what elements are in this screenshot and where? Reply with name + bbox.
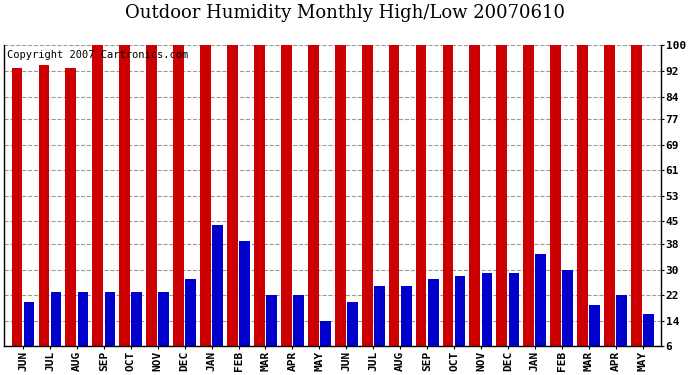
Bar — [509, 273, 520, 346]
Bar — [631, 45, 642, 346]
Bar — [213, 225, 223, 346]
Bar — [281, 45, 292, 346]
Bar — [92, 45, 104, 346]
Bar — [455, 276, 466, 346]
Bar — [254, 45, 265, 346]
Bar — [131, 292, 142, 346]
Bar — [12, 68, 22, 347]
Bar — [39, 64, 49, 346]
Bar — [374, 285, 384, 346]
Bar — [496, 45, 507, 346]
Bar — [415, 45, 426, 346]
Bar — [362, 45, 373, 346]
Bar — [200, 45, 211, 346]
Bar — [320, 321, 331, 346]
Bar — [643, 314, 654, 346]
Bar — [562, 270, 573, 346]
Bar — [388, 45, 400, 346]
Text: Copyright 2007 Cartronics.com: Copyright 2007 Cartronics.com — [8, 50, 188, 60]
Bar — [173, 45, 184, 346]
Bar — [335, 45, 346, 346]
Bar — [23, 302, 34, 346]
Bar — [293, 295, 304, 346]
Bar — [524, 45, 534, 346]
Bar — [401, 285, 411, 346]
Bar — [77, 292, 88, 346]
Bar — [119, 45, 130, 346]
Bar — [428, 279, 439, 346]
Bar — [186, 279, 196, 346]
Bar — [104, 292, 115, 346]
Bar — [239, 241, 250, 346]
Bar — [616, 295, 627, 346]
Bar — [159, 292, 169, 346]
Bar — [442, 45, 453, 346]
Text: Outdoor Humidity Monthly High/Low 20070610: Outdoor Humidity Monthly High/Low 200706… — [125, 4, 565, 22]
Bar — [604, 45, 615, 346]
Bar — [347, 302, 357, 346]
Bar — [551, 45, 561, 346]
Bar — [66, 68, 76, 347]
Bar — [146, 45, 157, 346]
Bar — [266, 295, 277, 346]
Bar — [578, 45, 588, 346]
Bar — [227, 45, 238, 346]
Bar — [482, 273, 493, 346]
Bar — [308, 45, 319, 346]
Bar — [50, 292, 61, 346]
Bar — [589, 305, 600, 347]
Bar — [535, 254, 546, 346]
Bar — [469, 45, 480, 346]
